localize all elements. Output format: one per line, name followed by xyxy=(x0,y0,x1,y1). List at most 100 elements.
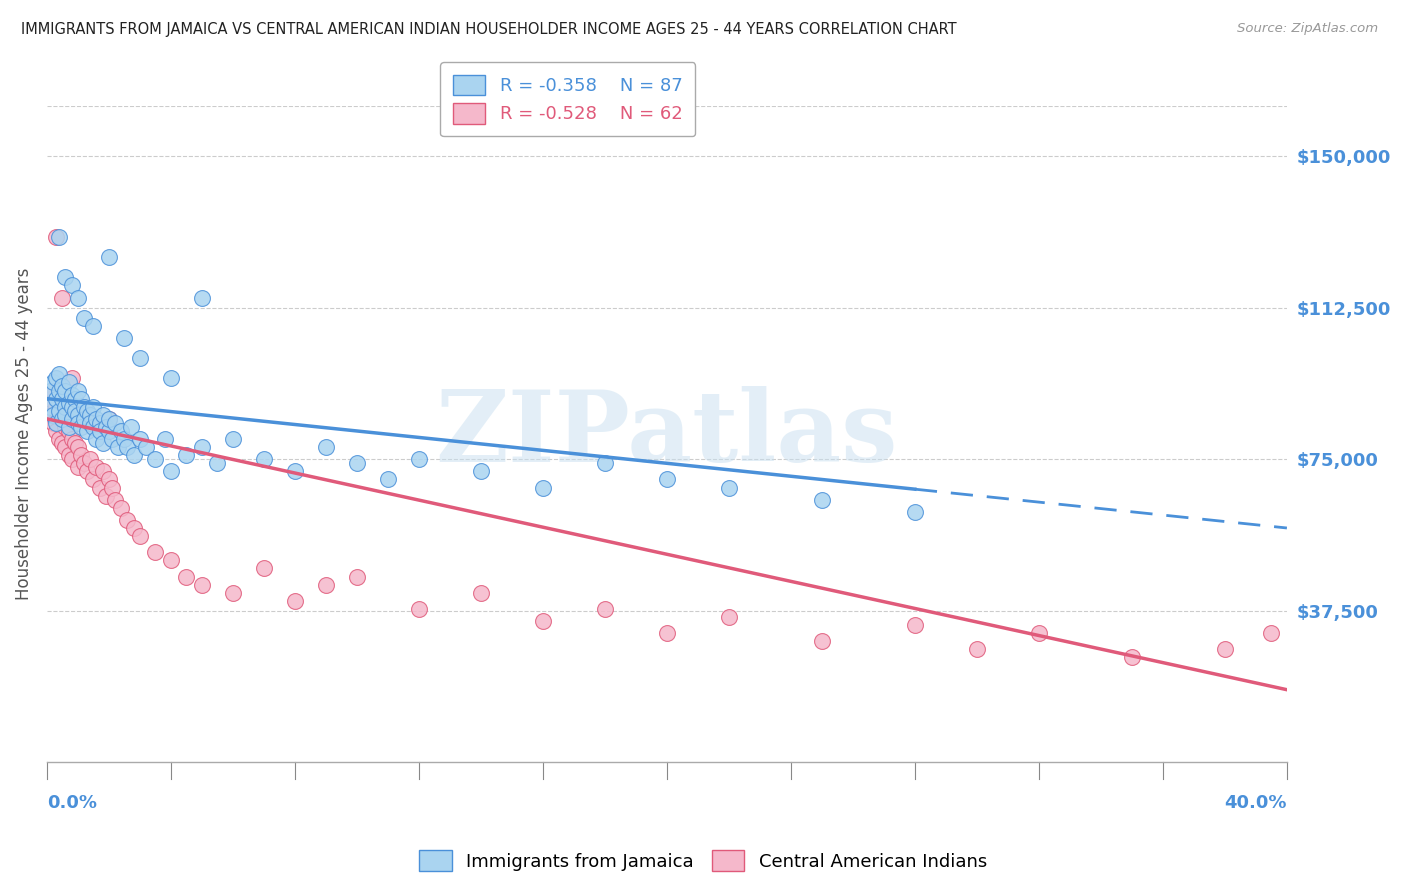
Text: 40.0%: 40.0% xyxy=(1225,795,1286,813)
Point xyxy=(58,376,80,390)
Legend: Immigrants from Jamaica, Central American Indians: Immigrants from Jamaica, Central America… xyxy=(412,843,994,879)
Point xyxy=(1028,626,1050,640)
Point xyxy=(94,420,117,434)
Point xyxy=(346,569,368,583)
Point xyxy=(89,424,111,438)
Point xyxy=(717,610,740,624)
Point xyxy=(160,371,183,385)
Point xyxy=(593,602,616,616)
Point xyxy=(655,626,678,640)
Point xyxy=(42,384,65,398)
Point xyxy=(128,529,150,543)
Legend: R = -0.358    N = 87, R = -0.528    N = 62: R = -0.358 N = 87, R = -0.528 N = 62 xyxy=(440,62,695,136)
Point xyxy=(60,278,83,293)
Point xyxy=(91,464,114,478)
Point xyxy=(176,448,198,462)
Point xyxy=(86,460,108,475)
Point xyxy=(76,464,98,478)
Point xyxy=(45,400,67,414)
Point xyxy=(97,412,120,426)
Point xyxy=(86,412,108,426)
Point xyxy=(531,614,554,628)
Point xyxy=(45,424,67,438)
Point xyxy=(82,318,104,333)
Point xyxy=(51,412,73,426)
Point xyxy=(408,452,430,467)
Point xyxy=(117,440,139,454)
Text: Source: ZipAtlas.com: Source: ZipAtlas.com xyxy=(1237,22,1378,36)
Point xyxy=(470,464,492,478)
Point xyxy=(904,505,927,519)
Point xyxy=(48,403,70,417)
Point xyxy=(104,416,127,430)
Point xyxy=(60,412,83,426)
Point xyxy=(51,392,73,406)
Point xyxy=(70,420,93,434)
Point xyxy=(48,408,70,422)
Point xyxy=(73,456,96,470)
Point xyxy=(70,392,93,406)
Point xyxy=(1213,642,1236,657)
Point xyxy=(45,371,67,385)
Point xyxy=(120,420,142,434)
Point xyxy=(55,270,77,285)
Point xyxy=(160,464,183,478)
Point xyxy=(112,432,135,446)
Point xyxy=(58,448,80,462)
Point xyxy=(101,432,124,446)
Point xyxy=(97,250,120,264)
Point xyxy=(63,403,86,417)
Point xyxy=(160,553,183,567)
Point xyxy=(55,408,77,422)
Point xyxy=(39,408,62,422)
Point xyxy=(207,456,229,470)
Point xyxy=(66,460,89,475)
Point xyxy=(73,310,96,325)
Point xyxy=(86,432,108,446)
Point xyxy=(222,432,245,446)
Point xyxy=(1260,626,1282,640)
Point xyxy=(63,436,86,450)
Text: 0.0%: 0.0% xyxy=(46,795,97,813)
Point xyxy=(94,489,117,503)
Point xyxy=(45,230,67,244)
Point xyxy=(97,424,120,438)
Point xyxy=(655,473,678,487)
Point xyxy=(39,384,62,398)
Point xyxy=(145,452,167,467)
Point xyxy=(82,420,104,434)
Point xyxy=(176,569,198,583)
Point xyxy=(79,452,101,467)
Point xyxy=(470,585,492,599)
Point xyxy=(48,384,70,398)
Point xyxy=(45,416,67,430)
Point xyxy=(811,492,834,507)
Point xyxy=(66,408,89,422)
Point xyxy=(42,408,65,422)
Point xyxy=(58,424,80,438)
Point xyxy=(904,618,927,632)
Point xyxy=(128,432,150,446)
Text: IMMIGRANTS FROM JAMAICA VS CENTRAL AMERICAN INDIAN HOUSEHOLDER INCOME AGES 25 - : IMMIGRANTS FROM JAMAICA VS CENTRAL AMERI… xyxy=(21,22,956,37)
Point xyxy=(284,464,307,478)
Point xyxy=(39,392,62,406)
Point xyxy=(82,400,104,414)
Point xyxy=(253,561,276,575)
Text: ZIPatlas: ZIPatlas xyxy=(436,385,898,483)
Point xyxy=(122,521,145,535)
Point xyxy=(60,387,83,401)
Point xyxy=(89,416,111,430)
Point xyxy=(60,400,83,414)
Point xyxy=(107,440,129,454)
Point xyxy=(51,291,73,305)
Point xyxy=(66,291,89,305)
Point xyxy=(60,432,83,446)
Point xyxy=(76,403,98,417)
Point xyxy=(63,392,86,406)
Point xyxy=(346,456,368,470)
Point xyxy=(128,351,150,366)
Point xyxy=(112,331,135,345)
Point xyxy=(60,452,83,467)
Point xyxy=(79,416,101,430)
Point xyxy=(531,481,554,495)
